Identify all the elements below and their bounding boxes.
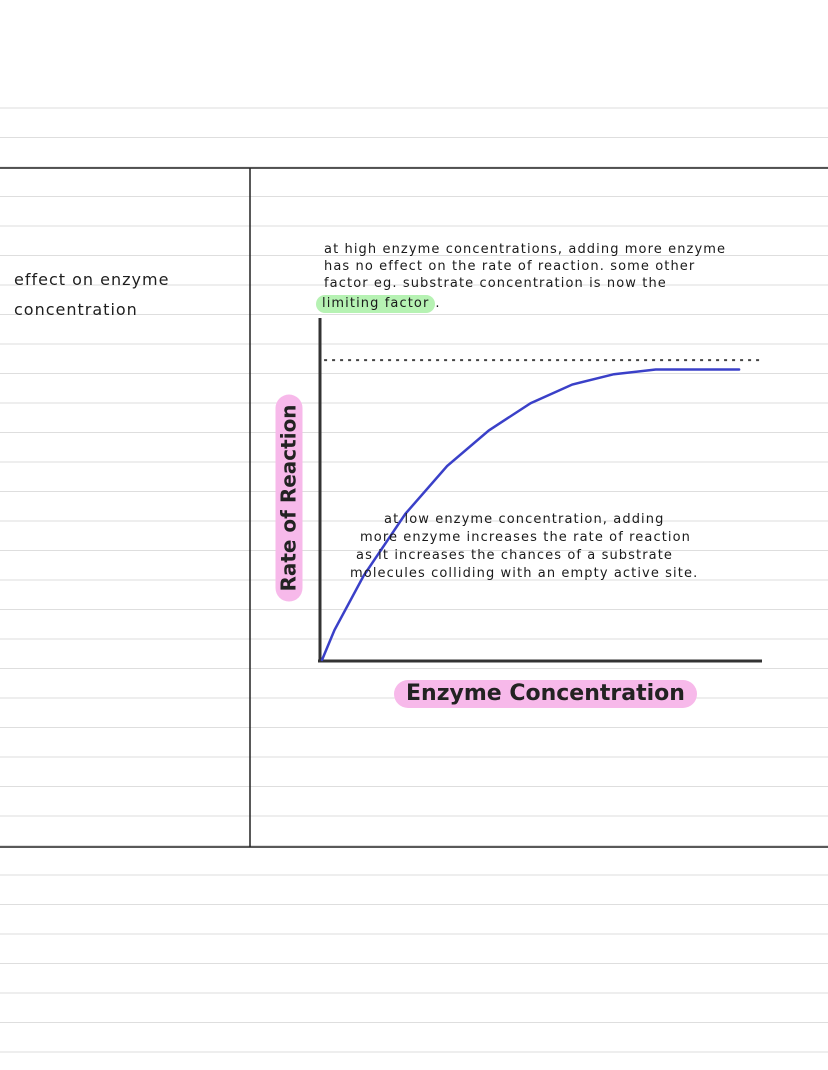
topic-label-line1: effect on enzyme	[14, 270, 170, 289]
high-note-line4: limiting factor.	[316, 295, 441, 313]
high-note-line1: at high enzyme concentrations, adding mo…	[324, 242, 727, 257]
y-axis-title: Rate of Reaction	[275, 394, 303, 602]
ruled-lines	[0, 107, 828, 1053]
limiting-factor-highlight: limiting factor	[316, 295, 436, 313]
low-note-line1: at low enzyme concentration, adding	[384, 512, 665, 527]
low-note-line4: molecules colliding with an empty active…	[350, 566, 699, 581]
low-note-line3: as it increases the chances of a substra…	[356, 548, 674, 563]
topic-label-line2: concentration	[14, 300, 138, 319]
rate-curve	[320, 368, 741, 662]
low-note-line2: more enzyme increases the rate of reacti…	[360, 530, 691, 545]
x-axis-title: Enzyme Concentration	[394, 680, 697, 708]
high-note-line2: has no effect on the rate of reaction. s…	[324, 259, 696, 274]
high-note-line3: factor eg. substrate concentration is no…	[324, 276, 667, 291]
high-note-period: .	[435, 296, 441, 311]
